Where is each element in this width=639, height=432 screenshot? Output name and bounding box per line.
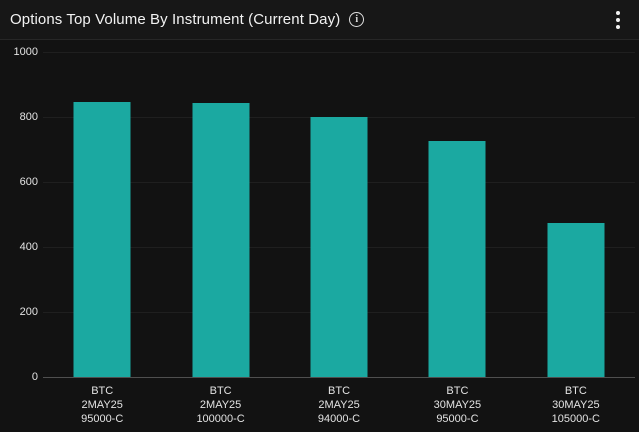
x-category-line: 95000-C <box>436 413 479 425</box>
x-axis-line <box>43 377 635 378</box>
x-category-label: BTC 2MAY25 100000-C <box>161 384 279 426</box>
info-icon[interactable]: i <box>349 12 365 27</box>
x-category-line: BTC <box>446 385 469 397</box>
y-tick-label: 200 <box>19 306 38 318</box>
x-category-label: BTC 2MAY25 94000-C <box>280 384 398 426</box>
x-category-line: 2MAY25 <box>81 399 123 411</box>
x-category-line: 105000-C <box>551 413 600 425</box>
x-category-line: 2MAY25 <box>318 399 360 411</box>
y-axis: 0 200 400 600 800 1000 <box>0 40 38 432</box>
bar-slot <box>517 52 635 377</box>
volume-bar[interactable] <box>192 103 250 377</box>
x-category-line: 2MAY25 <box>199 399 242 411</box>
x-category-line: BTC <box>328 385 351 397</box>
y-tick-label: 1000 <box>13 46 38 58</box>
kebab-dot <box>616 10 620 15</box>
bar-series <box>43 52 635 377</box>
kebab-menu-icon[interactable] <box>607 6 629 34</box>
x-category-label: BTC 30MAY25 95000-C <box>398 384 516 426</box>
x-category-label: BTC 2MAY25 95000-C <box>43 384 161 426</box>
gridline <box>43 52 635 53</box>
x-category-line: 94000-C <box>317 413 361 425</box>
x-axis: BTC 2MAY25 95000-C BTC 2MAY25 100000-C BTC 2MAY… <box>43 384 635 426</box>
kebab-dot <box>616 24 620 29</box>
y-tick-label: 800 <box>19 111 38 123</box>
bar-slot <box>161 52 279 377</box>
x-category-line: 100000-C <box>196 413 245 425</box>
x-category-line: 30MAY25 <box>433 399 482 411</box>
volume-bar[interactable] <box>73 102 131 377</box>
x-category-line: BTC <box>209 385 232 397</box>
x-category-line: 95000-C <box>81 413 124 425</box>
x-category-line: BTC <box>91 385 114 397</box>
bar-chart: 0 200 400 600 800 1000 BTC 2MAY25 95000-C BTC 2MA… <box>0 40 639 432</box>
y-tick-label: 600 <box>19 176 38 188</box>
widget-header: Options Top Volume By Instrument (Curren… <box>0 0 639 40</box>
bar-slot <box>280 52 398 377</box>
volume-bar[interactable] <box>547 222 605 377</box>
bar-slot <box>43 52 161 377</box>
x-category-line: 30MAY25 <box>552 399 600 411</box>
chart-title: Options Top Volume By Instrument (Curren… <box>10 11 341 28</box>
kebab-dot <box>616 17 620 22</box>
y-tick-label: 400 <box>19 241 38 253</box>
volume-bar[interactable] <box>310 117 368 377</box>
x-category-label: BTC 30MAY25 105000-C <box>517 384 635 426</box>
bar-slot <box>398 52 516 377</box>
y-tick-label: 0 <box>31 371 38 383</box>
volume-bar[interactable] <box>428 141 486 377</box>
x-category-line: BTC <box>564 385 587 397</box>
